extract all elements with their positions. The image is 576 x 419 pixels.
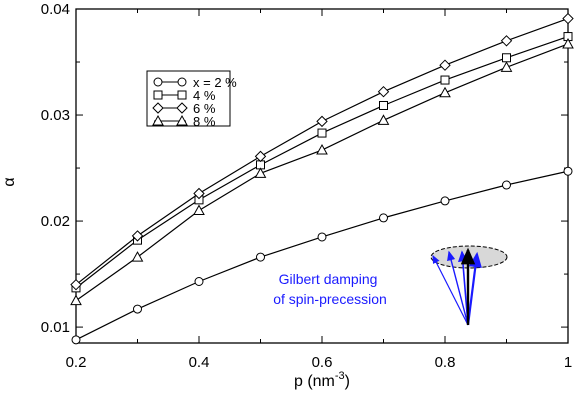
legend-label: 4 % (193, 88, 216, 103)
x-tick-label: 0.6 (312, 354, 333, 371)
legend: x = 2 %4 %6 %8 % (146, 70, 237, 129)
series-triangle (70, 37, 574, 306)
data-point-circle (71, 335, 81, 345)
data-point-diamond (193, 187, 205, 200)
axis-tick-labels: 0.2 0.4 0.6 0.8 1 0.01 0.02 0.03 0.04 (41, 1, 572, 371)
legend-marker-right (176, 114, 188, 126)
data-point-square (317, 128, 327, 138)
data-point-circle (133, 304, 142, 314)
series-layer (70, 12, 574, 345)
legend-label: 8 % (193, 114, 216, 129)
annotation-line-2: of spin-precession (273, 291, 387, 307)
data-point-circle (379, 213, 388, 223)
y-tick-label: 0.01 (41, 319, 70, 336)
data-point-triangle (70, 294, 82, 306)
x-tick-label: 0.8 (435, 354, 456, 371)
data-point-circle (440, 196, 450, 206)
spin-arrow-blue-1 (432, 254, 469, 326)
legend-marker-left (153, 77, 163, 87)
data-point-triangle (131, 251, 144, 262)
legend-marker-left (152, 102, 164, 114)
series-diamond (70, 12, 574, 291)
data-point-triangle (193, 204, 205, 215)
data-point-circle (256, 252, 265, 262)
y-axis-label: α (1, 177, 18, 186)
y-tick-label: 0.04 (41, 1, 70, 18)
legend-marker-right (177, 77, 187, 87)
legend-label: x = 2 % (193, 75, 237, 90)
data-point-triangle (562, 37, 574, 49)
spin-precession-inset: Gilbert damping of spin-precession (273, 245, 508, 326)
annotation-line-1: Gilbert damping (279, 271, 378, 287)
data-point-triangle (316, 143, 328, 155)
x-axis-label: p (nm-3) (294, 370, 350, 390)
x-tick-label: 1 (564, 354, 572, 371)
data-point-diamond (316, 115, 328, 128)
data-point-diamond (439, 59, 451, 71)
data-point-diamond (500, 35, 513, 47)
data-point-triangle (377, 114, 390, 125)
data-point-diamond (70, 278, 82, 291)
data-point-square (502, 53, 511, 63)
legend-marker-left (153, 90, 163, 100)
data-point-square (379, 100, 388, 110)
legend-label: 6 % (193, 101, 216, 116)
data-point-triangle (439, 86, 451, 98)
data-point-circle (502, 180, 511, 190)
legend-marker-left (152, 114, 164, 126)
y-tick-label: 0.02 (41, 213, 70, 230)
data-point-diamond (131, 230, 144, 242)
series-circle (71, 166, 573, 345)
x-axis-label-superscript: -3 (335, 370, 345, 382)
data-point-diamond (377, 85, 390, 98)
data-point-triangle (500, 61, 513, 72)
data-point-diamond (562, 12, 574, 25)
data-point-diamond (254, 150, 267, 163)
data-point-circle (194, 277, 204, 287)
data-point-triangle (254, 167, 267, 178)
spin-arrow-blue-2 (447, 250, 469, 326)
data-point-circle (563, 166, 573, 176)
x-tick-label: 0.2 (66, 354, 87, 371)
spin-arrow-blue-4 (466, 251, 482, 326)
legend-marker-right (177, 90, 187, 100)
legend-marker-right (176, 102, 188, 114)
x-tick-label: 0.4 (189, 354, 210, 371)
y-tick-label: 0.03 (41, 107, 70, 124)
data-point-square (440, 75, 450, 85)
data-point-circle (317, 232, 327, 242)
